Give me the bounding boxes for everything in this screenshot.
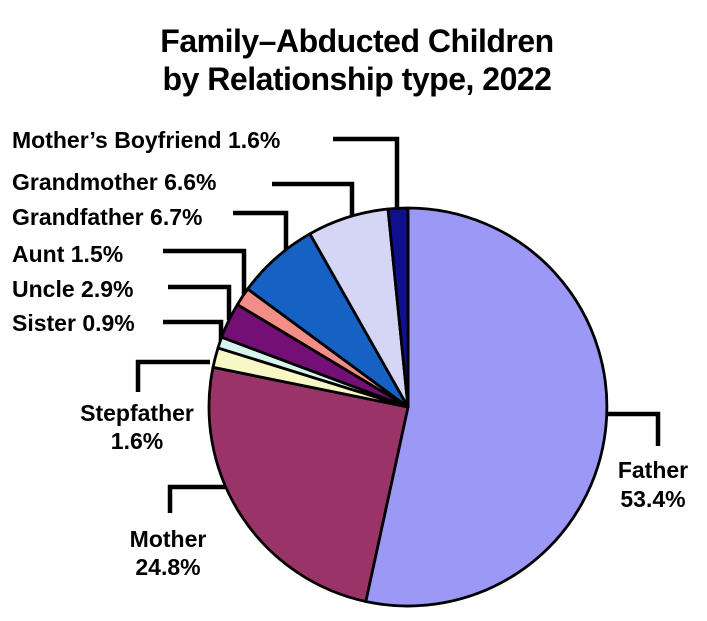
callout-line-sister xyxy=(163,319,224,341)
pie-slice-mother-s-boyfriend xyxy=(386,206,410,409)
callout-line-mother-s-boyfriend xyxy=(333,136,400,207)
callout-line-grandmother xyxy=(272,181,355,218)
slice-label-aunt: Aunt 1.5% xyxy=(12,241,123,267)
slice-label-mother: 24.8% xyxy=(135,554,200,580)
pie-slice-mother xyxy=(207,365,410,603)
slice-label-grandmother: Grandmother 6.6% xyxy=(12,169,217,195)
slice-label-father: Father xyxy=(618,457,688,483)
slice-label-uncle: Uncle 2.9% xyxy=(12,276,133,302)
slice-label-stepfather: 1.6% xyxy=(111,428,163,454)
callout-lines xyxy=(135,136,661,513)
chart-title-line2: by Relationship type, 2022 xyxy=(163,61,552,97)
slice-label-stepfather: Stepfather xyxy=(80,400,194,426)
slice-label-mother: Mother xyxy=(130,526,207,552)
callout-line-uncle xyxy=(168,284,232,320)
slice-label-father: 53.4% xyxy=(620,486,685,512)
callout-line-mother xyxy=(167,484,226,513)
pie-slice-father xyxy=(364,206,609,608)
callout-line-father xyxy=(607,411,661,446)
pie-slices xyxy=(207,206,609,608)
callout-line-stepfather xyxy=(135,359,210,392)
chart-title: Family–Abducted Children by Relationship… xyxy=(160,23,554,97)
callout-line-grandfather xyxy=(233,210,289,250)
slice-label-mother-s-boyfriend: Mother’s Boyfriend 1.6% xyxy=(12,127,280,153)
slice-label-grandfather: Grandfather 6.7% xyxy=(12,204,202,230)
chart-title-line1: Family–Abducted Children xyxy=(160,23,553,59)
slice-label-sister: Sister 0.9% xyxy=(12,310,135,336)
callout-line-aunt xyxy=(163,248,247,295)
